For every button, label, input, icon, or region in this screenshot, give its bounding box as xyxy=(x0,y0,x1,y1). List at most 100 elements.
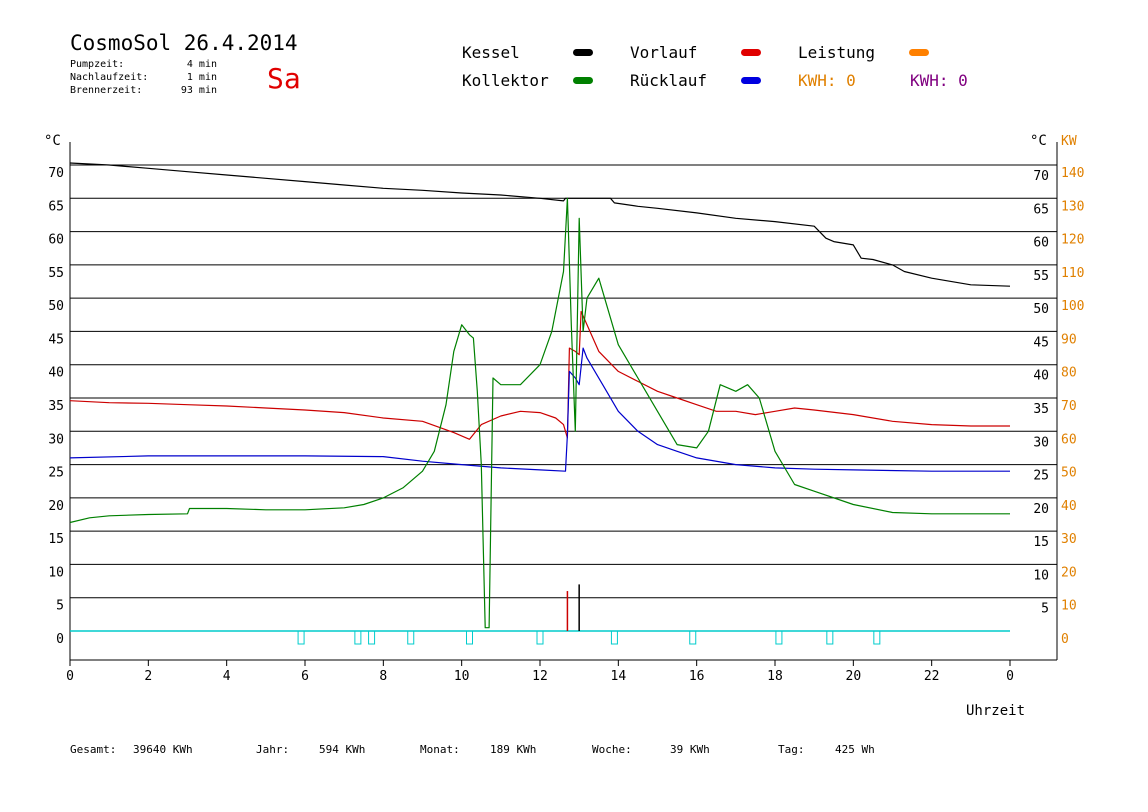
y-axis-label-left: °C xyxy=(44,133,61,149)
y-tick-label-left: 40 xyxy=(48,366,64,381)
y-tick-label-right: 25 xyxy=(1033,469,1049,484)
total-value: 594 KWh xyxy=(319,743,365,756)
y-tick-label-kw: 50 xyxy=(1061,466,1077,481)
info-value: 4 min xyxy=(187,59,217,70)
y-tick-label-right: 10 xyxy=(1033,568,1049,583)
y-tick-label-kw: 20 xyxy=(1061,565,1077,580)
info-value: 1 min xyxy=(187,72,217,83)
pump-mark xyxy=(466,630,473,645)
info-label: Pumpzeit: xyxy=(70,59,124,70)
chart-title: CosmoSol 26.4.2014 xyxy=(70,31,298,55)
runtime-info: Pumpzeit: 4 min Nachlaufzeit: 1 min Brennerz… xyxy=(70,59,217,96)
y-tick-label-right: 50 xyxy=(1033,302,1049,317)
legend-label: Kessel xyxy=(462,43,520,62)
y-axis-label-kw: KW xyxy=(1061,134,1077,149)
legend-label: Rücklauf xyxy=(630,71,707,90)
day-label: Sa xyxy=(267,62,301,95)
total-value: 189 KWh xyxy=(490,743,536,756)
y-tick-label-right: 30 xyxy=(1033,435,1049,450)
legend-swatch xyxy=(909,49,929,56)
pump-mark xyxy=(407,630,415,645)
energy-totals: Gesamt: 39640 KWh Jahr: 594 KWh Monat: 189 KW… xyxy=(70,743,875,756)
y-tick-label-left: 70 xyxy=(48,166,64,181)
y-tick-label-kw: 70 xyxy=(1061,399,1077,414)
legend-label: Vorlauf xyxy=(630,43,697,62)
y-tick-label-right: 45 xyxy=(1033,335,1049,350)
x-axis-label: Uhrzeit xyxy=(966,703,1025,719)
tick-labels: 0 2 4 6 8 10 12 14 16 18 20 22 0 0 5 10 15 20 25 30 35 40 45 50… xyxy=(48,166,1084,684)
x-tick-label: 2 xyxy=(144,669,152,684)
y-tick-label-left: 20 xyxy=(48,499,64,514)
y-tick-label-left: 65 xyxy=(48,199,64,214)
pump-mark xyxy=(826,630,834,645)
legend-swatch xyxy=(741,77,761,84)
pump-marks xyxy=(70,630,1010,645)
y-tick-label-kw: 110 xyxy=(1061,266,1084,281)
x-tick-label: 10 xyxy=(454,669,470,684)
series-line-kollektor xyxy=(69,197,1010,629)
y-tick-label-left: 50 xyxy=(48,299,64,314)
x-tick-label: 0 xyxy=(1006,669,1014,684)
y-tick-label-right: 65 xyxy=(1033,202,1049,217)
pump-mark xyxy=(536,630,544,645)
y-tick-label-left: 45 xyxy=(48,332,64,347)
y-tick-label-kw: 10 xyxy=(1061,599,1077,614)
x-tick-label: 4 xyxy=(223,669,231,684)
y-tick-label-left: 25 xyxy=(48,466,64,481)
legend-label: Leistung xyxy=(798,43,875,62)
y-tick-label-left: 30 xyxy=(48,432,64,447)
x-tick-label: 0 xyxy=(66,669,74,684)
total-label: Tag: xyxy=(778,743,805,756)
total-value: 39 KWh xyxy=(670,743,710,756)
y-tick-label-kw: 60 xyxy=(1061,432,1077,447)
series-line-rcklauf xyxy=(69,347,1010,472)
x-tick-label: 16 xyxy=(689,669,705,684)
y-tick-label-left: 10 xyxy=(48,565,64,580)
pump-mark xyxy=(689,630,697,645)
x-tick-label: 14 xyxy=(611,669,627,684)
kwh-readout: KWH: 0 xyxy=(910,71,968,90)
y-tick-label-kw: 130 xyxy=(1061,199,1084,214)
total-value: 39640 KWh xyxy=(133,743,193,756)
y-tick-label-left: 5 xyxy=(56,599,64,614)
y-tick-label-left: 15 xyxy=(48,532,64,547)
info-value: 93 min xyxy=(181,85,217,96)
legend-label: Kollektor xyxy=(462,71,549,90)
info-label: Brennerzeit: xyxy=(70,85,142,96)
pump-mark xyxy=(354,630,362,645)
y-tick-label-left: 55 xyxy=(48,266,64,281)
leistung-spikes xyxy=(566,584,580,631)
y-tick-label-kw: 90 xyxy=(1061,332,1077,347)
x-tick-label: 18 xyxy=(767,669,783,684)
y-tick-label-kw: 140 xyxy=(1061,166,1084,181)
y-tick-label-right: 55 xyxy=(1033,269,1049,284)
kwh-readout: KWH: 0 xyxy=(798,71,856,90)
x-tick-label: 8 xyxy=(379,669,387,684)
x-tick-label: 6 xyxy=(301,669,309,684)
y-tick-label-kw: 30 xyxy=(1061,532,1077,547)
total-value: 425 Wh xyxy=(835,743,875,756)
pump-mark xyxy=(297,630,305,645)
legend-swatch xyxy=(741,49,761,56)
x-tick-label: 12 xyxy=(532,669,548,684)
y-tick-label-kw: 100 xyxy=(1061,299,1084,314)
y-tick-label-right: 20 xyxy=(1033,502,1049,517)
y-tick-label-right: 70 xyxy=(1033,169,1049,184)
grid xyxy=(70,164,1057,599)
total-label: Monat: xyxy=(420,743,460,756)
y-tick-label-right: 35 xyxy=(1033,402,1049,417)
pump-mark xyxy=(873,630,881,645)
pump-mark xyxy=(368,630,376,645)
y-tick-label-left: 60 xyxy=(48,233,64,248)
x-tick-label: 20 xyxy=(846,669,862,684)
total-label: Woche: xyxy=(592,743,632,756)
series-line-kessel xyxy=(69,162,1011,287)
y-tick-label-left: 0 xyxy=(56,632,64,647)
x-tick-label: 22 xyxy=(924,669,940,684)
y-tick-label-right: 60 xyxy=(1033,236,1049,251)
y-tick-label-kw: 0 xyxy=(1061,632,1069,647)
series-line-vorlauf xyxy=(69,310,1010,440)
total-label: Gesamt: xyxy=(70,743,116,756)
axes xyxy=(69,142,1058,661)
